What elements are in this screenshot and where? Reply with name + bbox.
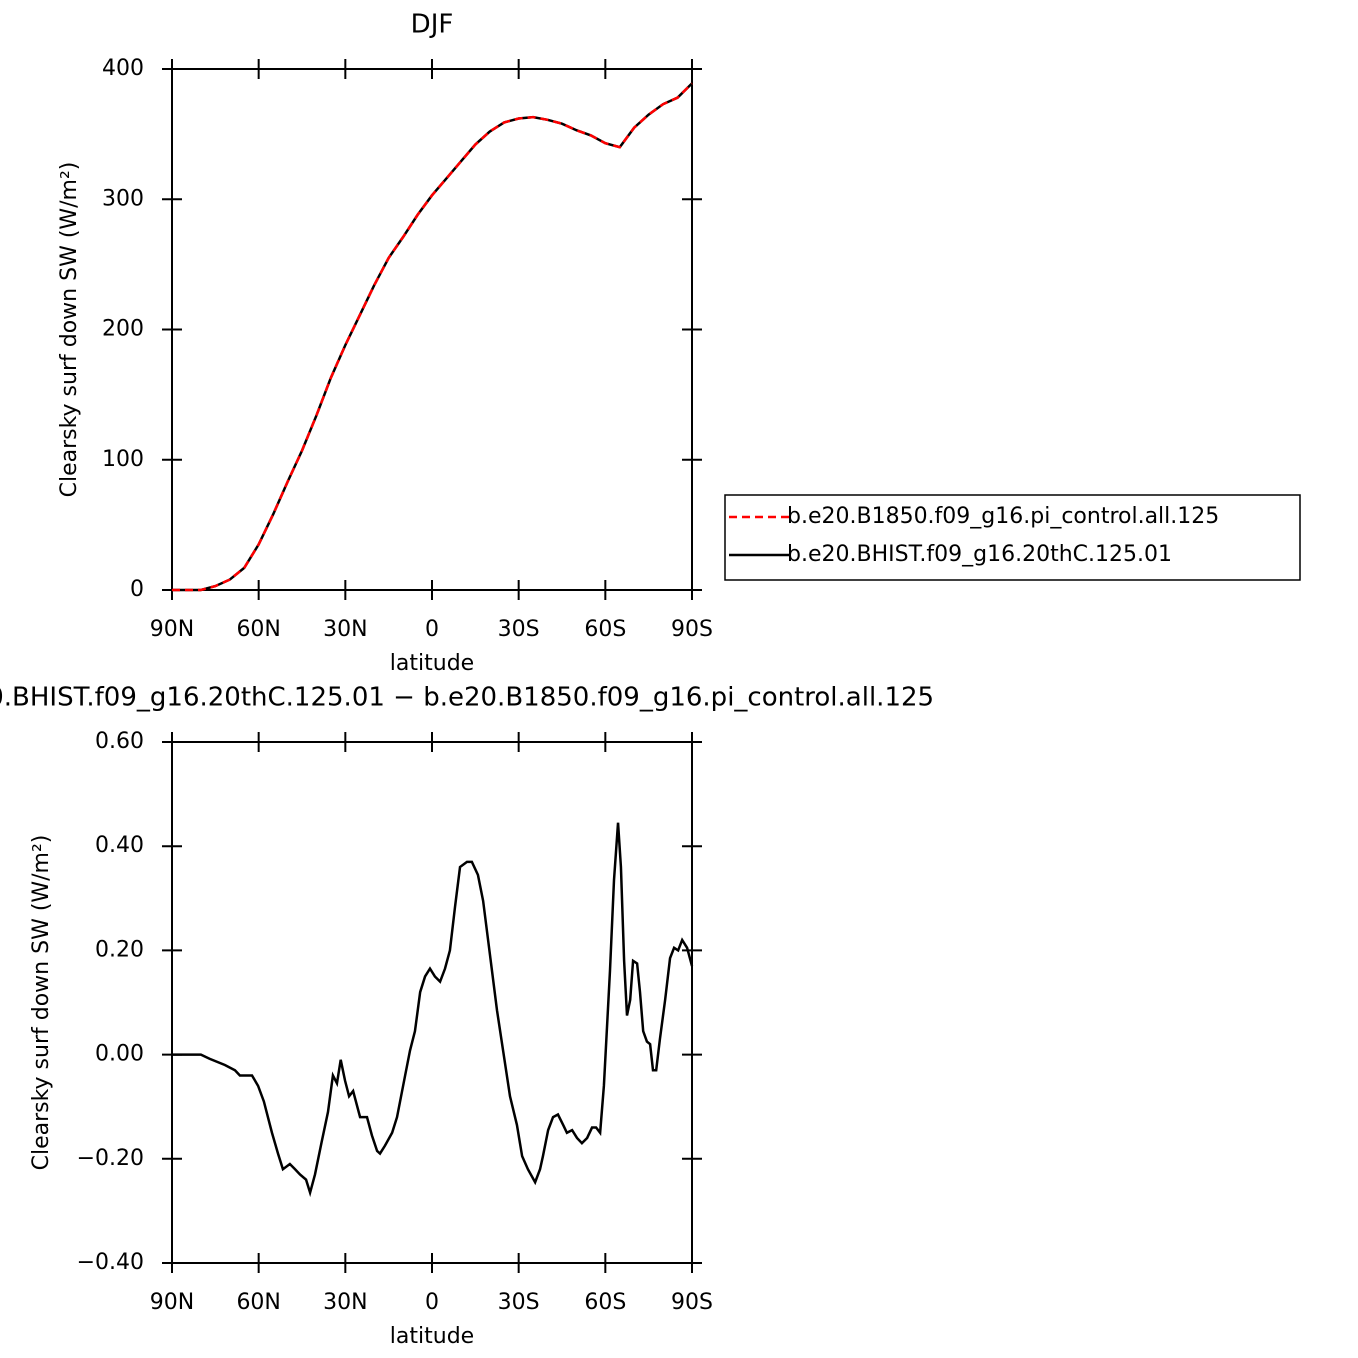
y-tick-label: 300 <box>102 186 144 211</box>
y-axis-label: Clearsky surf down SW (W/m²) <box>57 162 82 498</box>
x-tick-label: 60N <box>236 1290 280 1315</box>
y-tick-label: 0.00 <box>95 1042 144 1067</box>
x-tick-label: 60S <box>584 617 626 642</box>
y-tick-label: 0.60 <box>95 729 144 754</box>
x-tick-label: 0 <box>425 1290 439 1315</box>
data-line <box>172 822 694 1198</box>
y-tick-label: 200 <box>102 317 144 342</box>
chart-title: DJF <box>411 10 454 40</box>
chart-title: b.e20.BHIST.f09_g16.20thC.125.01 − b.e20… <box>0 683 934 713</box>
x-tick-label: 90N <box>150 1290 194 1315</box>
y-tick-label: −0.20 <box>77 1146 144 1171</box>
legend-label: b.e20.B1850.f09_g16.pi_control.all.125 <box>787 504 1219 529</box>
y-tick-label: 100 <box>102 447 144 472</box>
y-tick-label: 400 <box>102 56 144 81</box>
data-line <box>172 82 693 592</box>
legend-box <box>724 494 1301 581</box>
x-axis-label: latitude <box>390 651 474 676</box>
y-tick-label: −0.40 <box>77 1250 144 1275</box>
x-tick-label: 0 <box>425 617 439 642</box>
plot-frame <box>171 741 693 1264</box>
x-tick-label: 60N <box>236 617 280 642</box>
x-tick-label: 90N <box>150 617 194 642</box>
y-axis-label: Clearsky surf down SW (W/m²) <box>29 835 54 1171</box>
x-tick-label: 90S <box>671 617 713 642</box>
x-tick-label: 30S <box>498 617 540 642</box>
x-tick-label: 30N <box>323 617 367 642</box>
x-tick-label: 30S <box>498 1290 540 1315</box>
plot-frame <box>171 68 693 591</box>
y-tick-label: 0 <box>130 577 144 602</box>
x-axis-label: latitude <box>390 1324 474 1349</box>
y-tick-label: 0.40 <box>95 833 144 858</box>
legend-label: b.e20.BHIST.f09_g16.20thC.125.01 <box>787 542 1172 567</box>
y-tick-label: 0.20 <box>95 937 144 962</box>
x-tick-label: 90S <box>671 1290 713 1315</box>
x-tick-label: 30N <box>323 1290 367 1315</box>
data-line <box>172 82 693 592</box>
x-tick-label: 60S <box>584 1290 626 1315</box>
